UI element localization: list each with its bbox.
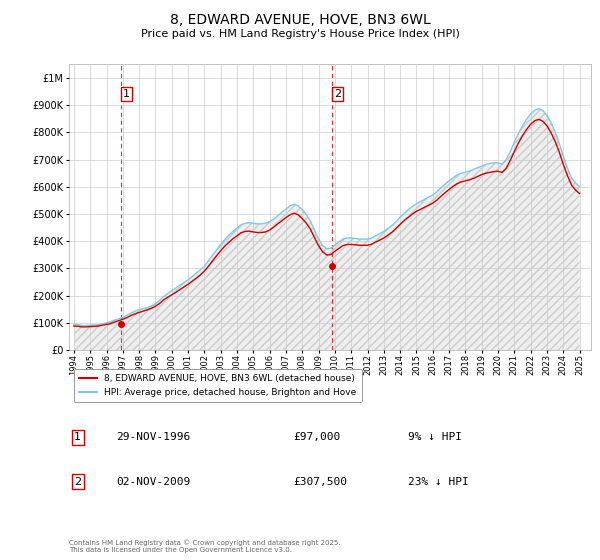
Legend: 8, EDWARD AVENUE, HOVE, BN3 6WL (detached house), HPI: Average price, detached h: 8, EDWARD AVENUE, HOVE, BN3 6WL (detache… bbox=[74, 369, 362, 402]
Text: Contains HM Land Registry data © Crown copyright and database right 2025.
This d: Contains HM Land Registry data © Crown c… bbox=[69, 540, 341, 553]
Text: Price paid vs. HM Land Registry's House Price Index (HPI): Price paid vs. HM Land Registry's House … bbox=[140, 29, 460, 39]
Text: 1: 1 bbox=[123, 89, 130, 99]
Text: 23% ↓ HPI: 23% ↓ HPI bbox=[409, 477, 469, 487]
Text: 02-NOV-2009: 02-NOV-2009 bbox=[116, 477, 190, 487]
Text: 8, EDWARD AVENUE, HOVE, BN3 6WL: 8, EDWARD AVENUE, HOVE, BN3 6WL bbox=[170, 13, 430, 27]
Text: 9% ↓ HPI: 9% ↓ HPI bbox=[409, 432, 463, 442]
Text: 1: 1 bbox=[74, 432, 81, 442]
Text: 2: 2 bbox=[74, 477, 82, 487]
Text: £97,000: £97,000 bbox=[293, 432, 341, 442]
Text: 29-NOV-1996: 29-NOV-1996 bbox=[116, 432, 190, 442]
Text: £307,500: £307,500 bbox=[293, 477, 347, 487]
Text: 2: 2 bbox=[334, 89, 341, 99]
